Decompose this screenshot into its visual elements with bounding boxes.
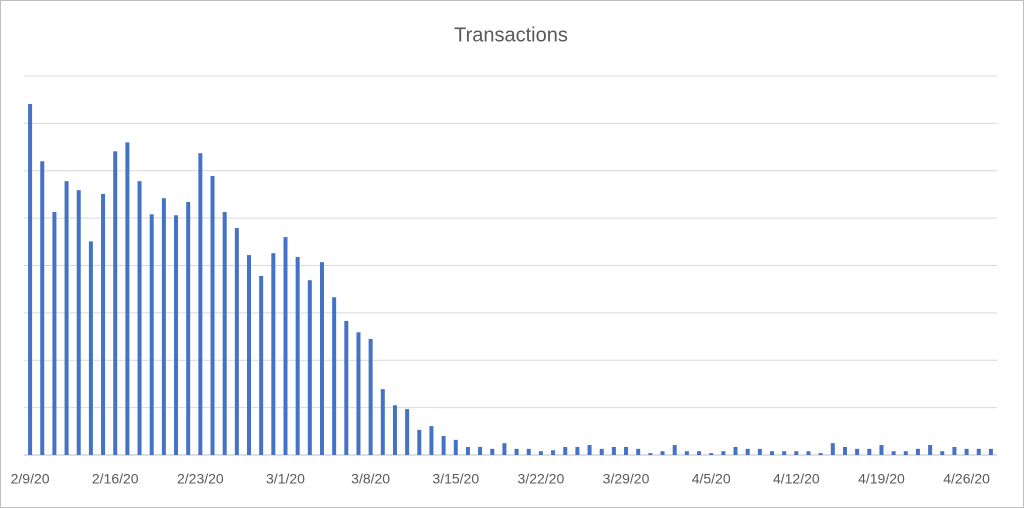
bar [88, 241, 93, 455]
bar [40, 161, 45, 455]
bar [125, 142, 130, 455]
bar [137, 181, 142, 456]
x-tick-label: 4/5/20 [692, 471, 731, 487]
bar [599, 448, 604, 455]
bar [587, 445, 592, 455]
bar [636, 448, 641, 455]
bar [624, 446, 629, 455]
bar [28, 103, 33, 456]
x-tick-label: 3/8/20 [351, 471, 390, 487]
bar [295, 256, 300, 455]
bar [417, 429, 422, 455]
bar [222, 211, 227, 455]
bar [526, 448, 531, 455]
bar [332, 297, 337, 455]
bar [429, 426, 434, 455]
bar [392, 405, 397, 455]
bar [161, 198, 166, 456]
bar [356, 332, 361, 455]
bar [988, 448, 993, 455]
bar [915, 448, 920, 455]
bar [307, 280, 312, 455]
bar [940, 451, 945, 455]
bar [891, 451, 896, 455]
bar [441, 436, 446, 455]
bar [769, 451, 774, 455]
bar [186, 202, 191, 455]
bar [660, 451, 665, 455]
x-tick-label: 3/29/20 [603, 471, 650, 487]
bar [551, 450, 556, 455]
bar [903, 451, 908, 455]
bar [538, 451, 543, 455]
x-tick-label: 2/9/20 [11, 471, 50, 487]
bar [380, 389, 385, 455]
bar [563, 446, 568, 455]
bar [855, 448, 860, 455]
bar [867, 448, 872, 455]
bar [64, 181, 69, 456]
x-tick-label: 3/15/20 [432, 471, 479, 487]
bar [52, 211, 57, 455]
bar [234, 228, 239, 455]
bar [964, 448, 969, 455]
x-tick-label: 4/19/20 [858, 471, 905, 487]
bar [697, 451, 702, 455]
x-tick-label: 2/23/20 [177, 471, 224, 487]
bar [113, 151, 118, 456]
bar [149, 214, 154, 455]
bar [465, 446, 470, 455]
bar [247, 255, 252, 455]
bar [405, 409, 410, 455]
bar [745, 448, 750, 455]
bar [794, 451, 799, 455]
bar [818, 453, 823, 455]
bar [721, 451, 726, 455]
bar [830, 443, 835, 455]
x-tick-label: 4/12/20 [773, 471, 820, 487]
bar [344, 320, 349, 455]
bar [283, 237, 288, 455]
bar [478, 446, 483, 455]
bar [368, 338, 373, 455]
bar [976, 448, 981, 455]
x-tick-label: 2/16/20 [92, 471, 139, 487]
bar [101, 193, 106, 455]
bar [76, 190, 81, 455]
bar [952, 446, 957, 455]
bar [611, 446, 616, 455]
bar [210, 175, 215, 455]
bar [709, 453, 714, 455]
bar [490, 448, 495, 455]
bar [174, 215, 179, 455]
bar [782, 451, 787, 455]
bar [757, 448, 762, 455]
bar [453, 439, 458, 455]
bar [319, 262, 324, 455]
bar [259, 275, 264, 455]
bar [684, 451, 689, 455]
bar [879, 445, 884, 455]
bar [648, 453, 653, 455]
bar [575, 446, 580, 455]
bar [733, 446, 738, 455]
bar [198, 153, 203, 455]
x-tick-label: 3/22/20 [518, 471, 565, 487]
bar [842, 446, 847, 455]
bar [928, 445, 933, 455]
x-tick-label: 4/26/20 [943, 471, 990, 487]
bar [672, 445, 677, 455]
bar [502, 443, 507, 455]
bar [806, 451, 811, 455]
x-tick-label: 3/1/20 [266, 471, 305, 487]
bar [514, 448, 519, 455]
bar [271, 253, 276, 455]
chart-title: Transactions [454, 24, 568, 46]
